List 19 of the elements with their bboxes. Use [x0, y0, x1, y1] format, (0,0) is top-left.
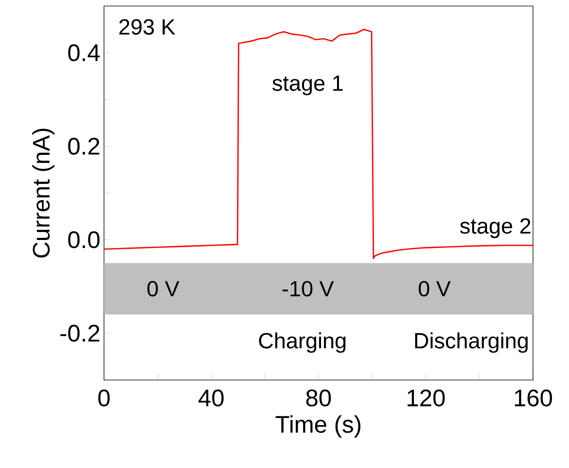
- annotation: 0 V: [147, 280, 180, 297]
- annotation: -10 V: [282, 280, 334, 297]
- y-tick-label: 0.0: [68, 231, 100, 248]
- annotation: Charging: [259, 332, 346, 353]
- x-tick-label: 160: [514, 390, 552, 406]
- x-tick-label: 0: [98, 390, 110, 406]
- y-axis-title: Current (nA): [32, 128, 54, 258]
- annotation: stage 1: [272, 76, 343, 96]
- annotation: 293 K: [119, 19, 176, 35]
- x-tick-label: 80: [306, 390, 331, 406]
- y-tick-label: 0.4: [68, 44, 100, 62]
- annotation: Discharging: [415, 332, 528, 353]
- x-axis-title: Time (s): [276, 415, 360, 438]
- y-tick-label: -0.2: [60, 324, 100, 342]
- annotation: 0 V: [418, 280, 451, 297]
- x-tick-label: 120: [408, 390, 445, 406]
- annotation: stage 2: [460, 218, 530, 238]
- x-tick-label: 40: [198, 390, 224, 406]
- y-tick-label: 0.2: [68, 138, 100, 155]
